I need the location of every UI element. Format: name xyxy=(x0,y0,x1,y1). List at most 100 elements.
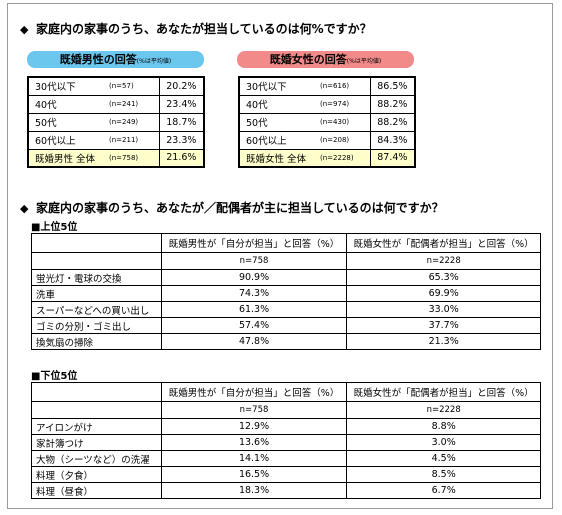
sample-size: (n=57) xyxy=(109,82,134,90)
total-label: 既婚女性 全体 xyxy=(246,153,307,165)
bottom5-title: ■下位5位 xyxy=(31,371,78,382)
female-answer-note: (%は平均値) xyxy=(346,58,382,65)
male-percent: 13.6% xyxy=(160,434,348,451)
table-row: 料理（昼食） 18.3% 6.7% xyxy=(31,482,541,499)
column-header-female: 既婚女性が「配偶者が担当」と回答（%） xyxy=(346,382,541,402)
percent-value: 20.2% xyxy=(158,76,205,96)
chore-name: 大物（シーツなど）の洗濯 xyxy=(31,450,162,467)
age-label: 40代 xyxy=(246,100,268,111)
male-percent: 61.3% xyxy=(160,301,348,318)
female-percent: 8.8% xyxy=(346,418,541,435)
question-1-text: 家庭内の家事のうち、あなたが担当しているのは何%ですか？ xyxy=(36,22,372,36)
bottom5-table: 既婚男性が「自分が担当」と回答（%） 既婚女性が「配偶者が担当」と回答（%） n… xyxy=(31,382,541,499)
male-percent: 16.5% xyxy=(160,466,348,483)
female-summary-table: 30代以下 (n=616) 86.5% 40代 (n=974) 88.2% 50代 (n=… xyxy=(238,76,416,168)
chore-name: 料理（夕食） xyxy=(31,466,162,483)
age-label: 60代以上 xyxy=(246,136,287,147)
top5-table: 既婚男性が「自分が担当」と回答（%） 既婚女性が「配偶者が担当」と回答（%） n… xyxy=(31,233,541,350)
percent-value: 18.7% xyxy=(158,112,205,132)
diamond-bullet-icon: ◆ xyxy=(20,202,29,215)
sample-size-row: n=758 n=2228 xyxy=(31,252,541,270)
female-percent: 6.7% xyxy=(346,482,541,499)
female-percent: 65.3% xyxy=(346,269,541,286)
chore-name: 家計簿つけ xyxy=(31,434,162,451)
sample-size-row: n=758 n=2228 xyxy=(31,401,541,419)
table-row: 60代以上 (n=208) 84.3% xyxy=(238,130,416,150)
total-label: 既婚男性 全体 xyxy=(35,153,96,165)
male-summary-table: 30代以下 (n=57) 20.2% 40代 (n=241) 23.4% 50代 (n=2… xyxy=(27,76,205,168)
age-label: 50代 xyxy=(35,118,57,129)
chore-name: 蛍光灯・電球の交換 xyxy=(31,269,162,286)
table-row: 大物（シーツなど）の洗濯 14.1% 4.5% xyxy=(31,450,541,467)
percent-value: 84.3% xyxy=(369,130,416,150)
sample-size: n=758 xyxy=(160,252,348,270)
sample-size: (n=211) xyxy=(109,135,139,144)
female-percent: 4.5% xyxy=(346,450,541,467)
table-row: 40代 (n=974) 88.2% xyxy=(238,94,416,114)
female-percent: 21.3% xyxy=(346,333,541,350)
female-answer-title: 既婚女性の回答 xyxy=(269,53,347,66)
table-row: 家計簿つけ 13.6% 3.0% xyxy=(31,434,541,451)
sample-size: (n=249) xyxy=(109,117,139,126)
table-row: 40代 (n=241) 23.4% xyxy=(27,94,205,114)
table-row: 50代 (n=430) 88.2% xyxy=(238,112,416,132)
sample-size: (n=758) xyxy=(109,153,139,162)
chore-name: ゴミの分別・ゴミ出し xyxy=(31,317,162,334)
percent-value: 23.3% xyxy=(158,130,205,150)
table-row: 料理（夕食） 16.5% 8.5% xyxy=(31,466,541,483)
male-percent: 47.8% xyxy=(160,333,348,350)
table-header-row: 既婚男性が「自分が担当」と回答（%） 既婚女性が「配偶者が担当」と回答（%） xyxy=(31,233,541,253)
table-header-row: 既婚男性が「自分が担当」と回答（%） 既婚女性が「配偶者が担当」と回答（%） xyxy=(31,382,541,402)
female-percent: 8.5% xyxy=(346,466,541,483)
age-label: 30代以下 xyxy=(246,82,287,94)
sample-size: (n=974) xyxy=(320,99,350,108)
table-row: 蛍光灯・電球の交換 90.9% 65.3% xyxy=(31,269,541,286)
table-row: 60代以上 (n=211) 23.3% xyxy=(27,130,205,150)
male-answer-header: 既婚男性の回答(%は平均値) xyxy=(27,51,204,68)
total-row: 既婚女性 全体 (n=2228) 87.4% xyxy=(238,148,416,168)
column-header-male: 既婚男性が「自分が担当」と回答（%） xyxy=(160,233,348,253)
sample-size: (n=2228) xyxy=(320,153,354,162)
column-header-female: 既婚女性が「配偶者が担当」と回答（%） xyxy=(346,233,541,253)
percent-value: 21.6% xyxy=(158,148,205,168)
table-row: スーパーなどへの買い出し 61.3% 33.0% xyxy=(31,301,541,318)
female-percent: 3.0% xyxy=(346,434,541,451)
total-row: 既婚男性 全体 (n=758) 21.6% xyxy=(27,148,205,168)
male-percent: 12.9% xyxy=(160,418,348,435)
female-answer-header: 既婚女性の回答(%は平均値) xyxy=(237,51,414,68)
female-percent: 37.7% xyxy=(346,317,541,334)
age-label: 60代以上 xyxy=(35,136,76,147)
percent-value: 87.4% xyxy=(369,148,416,168)
age-label: 30代以下 xyxy=(35,82,76,94)
diamond-bullet-icon: ◆ xyxy=(20,23,29,36)
table-row: 換気扇の掃除 47.8% 21.3% xyxy=(31,333,541,350)
table-row: 洗車 74.3% 69.9% xyxy=(31,285,541,302)
percent-value: 23.4% xyxy=(158,94,205,114)
sample-size: (n=430) xyxy=(320,117,350,126)
chore-name: 洗車 xyxy=(31,285,162,302)
sample-size: n=758 xyxy=(160,401,348,419)
female-percent: 33.0% xyxy=(346,301,541,318)
male-percent: 57.4% xyxy=(160,317,348,334)
table-row: 30代以下 (n=57) 20.2% xyxy=(27,76,205,96)
age-label: 40代 xyxy=(35,100,57,111)
column-header-male: 既婚男性が「自分が担当」と回答（%） xyxy=(160,382,348,402)
male-percent: 74.3% xyxy=(160,285,348,302)
sample-size: (n=241) xyxy=(109,99,139,108)
chore-name: 料理（昼食） xyxy=(31,482,162,499)
table-row: 50代 (n=249) 18.7% xyxy=(27,112,205,132)
male-percent: 14.1% xyxy=(160,450,348,467)
question-1: ◆ 家庭内の家事のうち、あなたが担当しているのは何%ですか？ xyxy=(20,20,372,37)
question-2-text: 家庭内の家事のうち、あなたが／配偶者が主に担当しているのは何ですか？ xyxy=(36,201,444,215)
table-row: アイロンがけ 12.9% 8.8% xyxy=(31,418,541,435)
sample-size: n=2228 xyxy=(346,252,541,270)
male-percent: 18.3% xyxy=(160,482,348,499)
percent-value: 88.2% xyxy=(369,112,416,132)
male-percent: 90.9% xyxy=(160,269,348,286)
chore-name: スーパーなどへの買い出し xyxy=(31,301,162,318)
age-label: 50代 xyxy=(246,118,268,129)
sample-size: n=2228 xyxy=(346,401,541,419)
male-answer-title: 既婚男性の回答 xyxy=(59,53,137,66)
table-row: ゴミの分別・ゴミ出し 57.4% 37.7% xyxy=(31,317,541,334)
table-row: 30代以下 (n=616) 86.5% xyxy=(238,76,416,96)
